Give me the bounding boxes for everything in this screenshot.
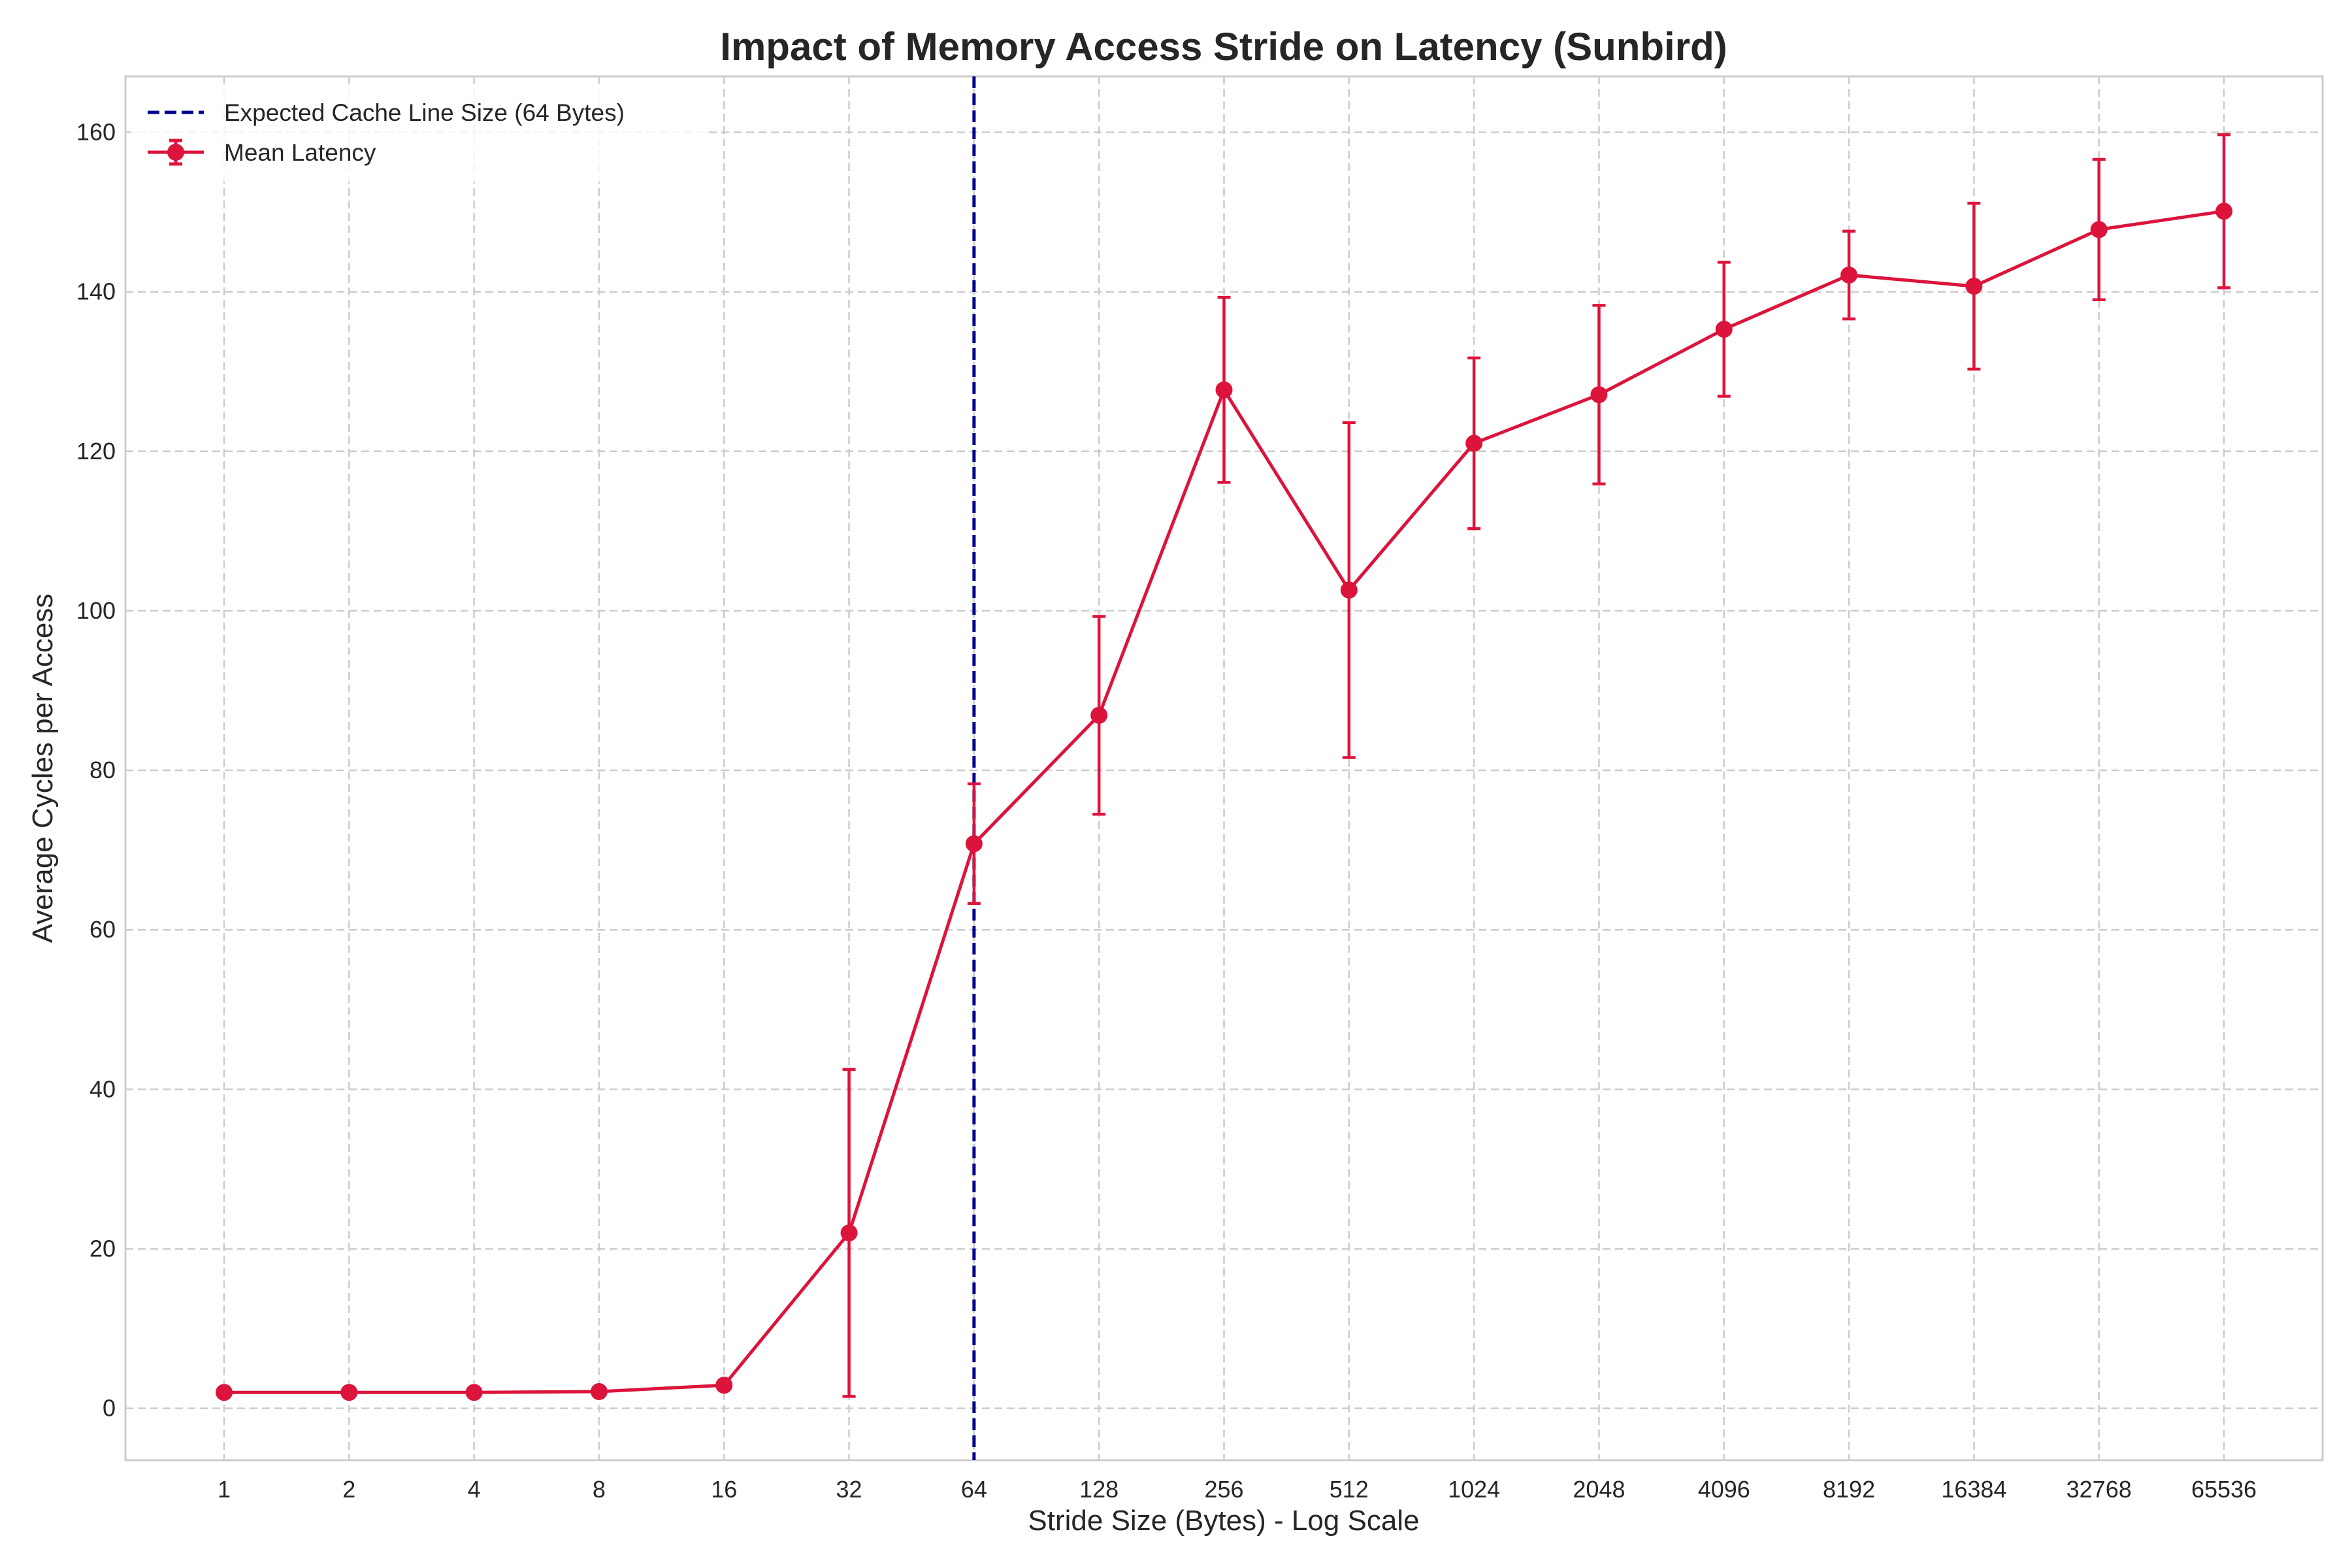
y-tick-label: 20 <box>90 1235 116 1262</box>
series-layer <box>216 133 2232 1401</box>
x-tick-label: 2 <box>342 1476 355 1503</box>
chart-title: Impact of Memory Access Stride on Latenc… <box>720 25 1727 69</box>
y-tick-label: 140 <box>76 278 116 305</box>
x-tick-label: 32 <box>836 1476 862 1503</box>
legend: Expected Cache Line Size (64 Bytes) Mean… <box>131 84 706 182</box>
x-tick-label: 32768 <box>2066 1476 2132 1503</box>
data-point <box>1715 320 1733 338</box>
x-tick-label: 4096 <box>1698 1476 1750 1503</box>
data-point <box>1340 581 1358 599</box>
x-tick-label: 128 <box>1079 1476 1119 1503</box>
data-point <box>590 1383 608 1401</box>
data-point <box>715 1377 733 1394</box>
x-tick-label: 64 <box>961 1476 987 1503</box>
data-point <box>465 1384 483 1401</box>
x-axis-label: Stride Size (Bytes) - Log Scale <box>1028 1505 1419 1537</box>
data-point <box>340 1384 358 1401</box>
data-point <box>965 835 983 853</box>
x-tick-label: 1024 <box>1448 1476 1500 1503</box>
x-tick-label: 256 <box>1204 1476 1243 1503</box>
data-point <box>1965 278 1983 295</box>
y-axis-label: Average Cycles per Access <box>27 594 59 943</box>
data-point <box>1840 266 1858 284</box>
plot-frame <box>124 75 2324 1462</box>
y-tick-label: 160 <box>76 118 116 145</box>
x-tick-label: 1 <box>218 1476 231 1503</box>
legend-cache-line-label: Expected Cache Line Size (64 Bytes) <box>224 99 625 126</box>
data-point <box>216 1384 233 1401</box>
series-mean-latency <box>216 133 2232 1401</box>
data-point <box>1590 386 1608 404</box>
x-tick-label: 2048 <box>1573 1476 1625 1503</box>
x-tick-label: 4 <box>468 1476 481 1503</box>
data-point <box>1090 706 1108 724</box>
data-point <box>1215 381 1233 399</box>
y-tick-label: 40 <box>90 1075 116 1102</box>
x-tick-label: 16 <box>711 1476 737 1503</box>
x-tick-label: 16384 <box>1941 1476 2006 1503</box>
y-tick-label: 80 <box>90 757 116 783</box>
x-tick-labels: 1 2 4 8 16 32 64 128 256 512 1024 2048 4096 8192 16384… <box>218 1476 2257 1503</box>
y-tick-label: 120 <box>76 438 116 465</box>
legend-latency-label: Mean Latency <box>224 139 376 166</box>
data-point <box>840 1224 858 1242</box>
y-tick-label: 100 <box>76 597 116 624</box>
data-point <box>2215 203 2232 220</box>
legend-latency-swatch-marker <box>167 144 184 161</box>
x-tick-label: 8192 <box>1823 1476 1875 1503</box>
x-tick-label: 65536 <box>2191 1476 2257 1503</box>
y-tick-label: 0 <box>103 1395 116 1422</box>
legend-box <box>131 84 706 182</box>
y-tick-label: 60 <box>90 916 116 943</box>
data-point <box>1465 434 1483 452</box>
x-tick-label: 8 <box>593 1476 606 1503</box>
x-tick-label: 512 <box>1330 1476 1369 1503</box>
data-point <box>2090 221 2108 238</box>
y-tick-labels: 0 20 40 60 80 100 120 140 160 <box>76 118 116 1421</box>
